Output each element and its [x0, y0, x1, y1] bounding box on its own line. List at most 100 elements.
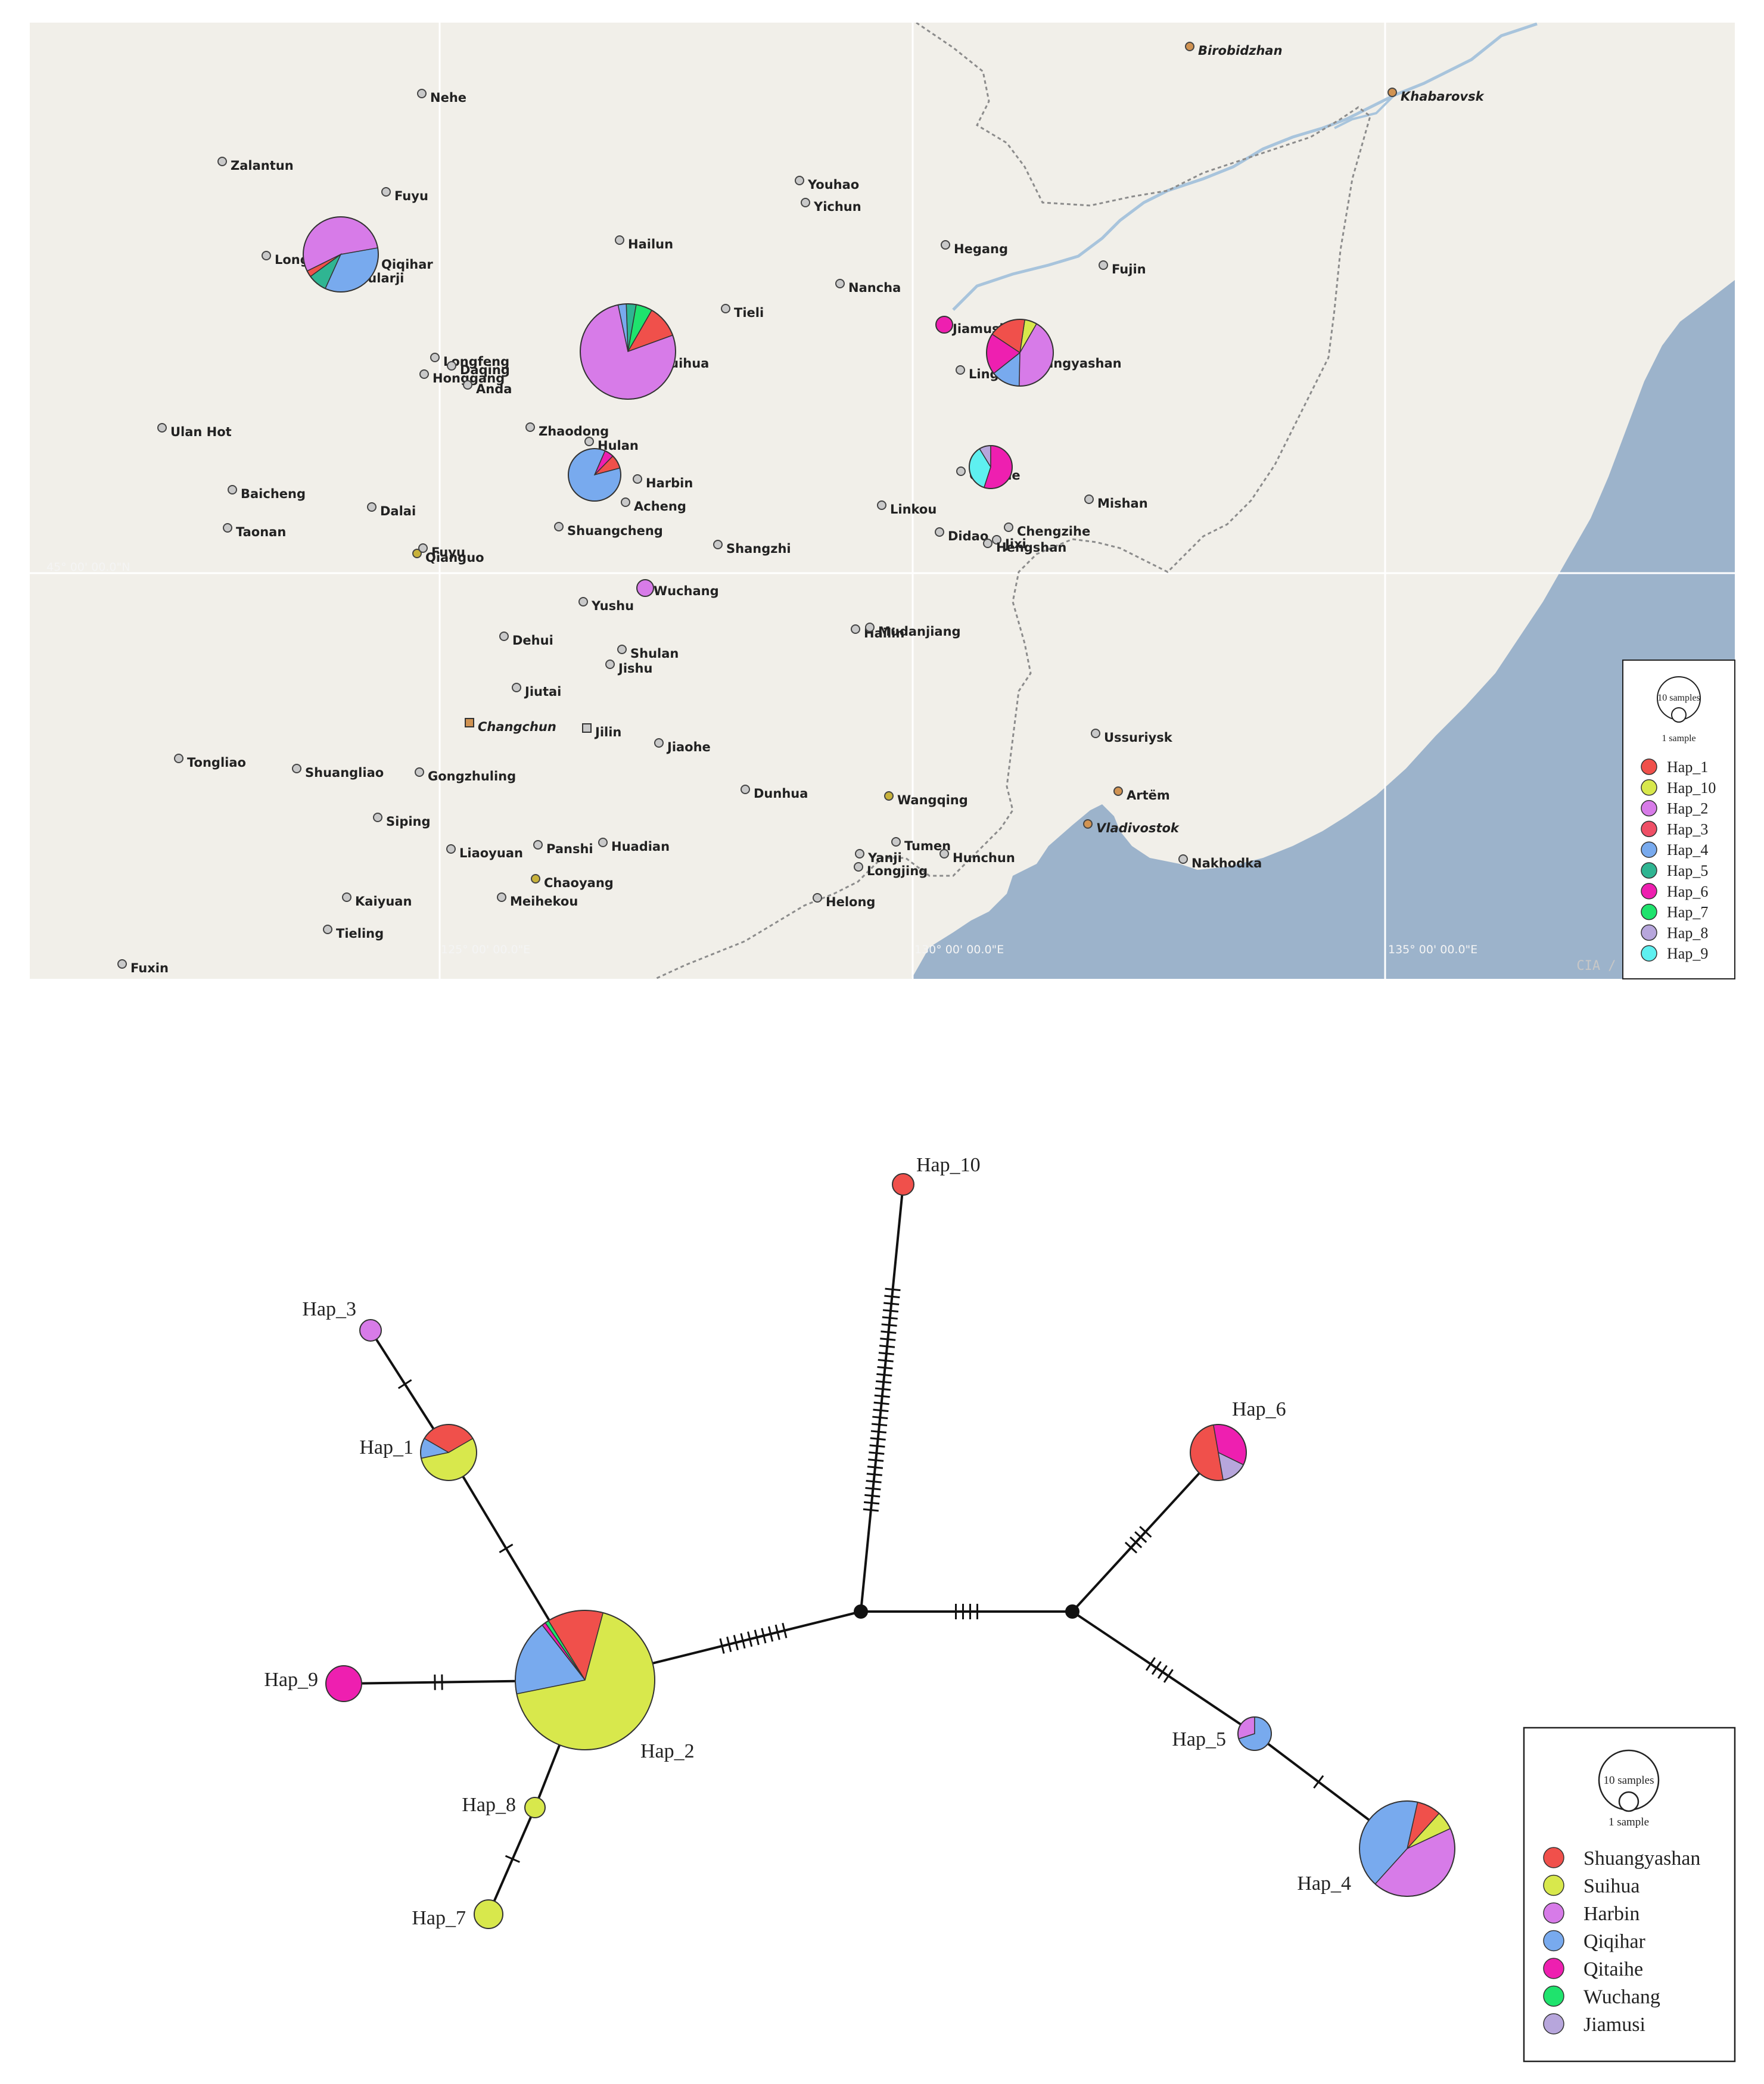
map-legend-swatch-hap-2 — [1641, 800, 1657, 817]
city-markers: NeheZalantunFuyuLongjiangQiqiharFularjiH… — [117, 42, 1485, 975]
map-legend-swatch-hap-5 — [1641, 862, 1657, 879]
city-nakhodka: Nakhodka — [1178, 854, 1262, 870]
mutation-tick — [865, 1486, 881, 1491]
city-tongliao: Tongliao — [174, 754, 246, 770]
city-hailun: Hailun — [615, 235, 673, 251]
city-label-yichun: Yichun — [813, 200, 861, 214]
city-marker-hengshan — [983, 539, 993, 548]
city-marker-jishu — [605, 660, 615, 669]
city-ulan-hot: Ulan Hot — [157, 423, 232, 439]
city-marker-jilin — [582, 723, 592, 733]
node-label-hap-8: Hap_8 — [462, 1794, 516, 1816]
city-zhaodong: Zhaodong — [525, 422, 609, 438]
city-huadian: Huadian — [598, 838, 670, 854]
city-nancha: Nancha — [835, 279, 901, 295]
net-legend-label-harbin: Harbin — [1583, 1903, 1639, 1925]
mutation-tick — [1151, 1661, 1162, 1675]
city-label-vladivostok: Vladivostok — [1096, 821, 1180, 835]
pie-qiqihar-outline — [303, 216, 379, 293]
mutation-tick — [874, 1394, 890, 1398]
city-label-mudanjiang: Mudanjiang — [878, 624, 961, 639]
mutation-tick — [1130, 1536, 1143, 1548]
city-mishan: Mishan — [1084, 494, 1148, 511]
map-legend-label-hap-2: Hap_2 — [1667, 800, 1708, 817]
city-marker-hailun — [615, 235, 624, 245]
city-marker-shuangliao — [292, 764, 301, 773]
city-marker-helong — [813, 893, 822, 903]
city-shuangliao: Shuangliao — [292, 764, 384, 780]
river-amur — [952, 23, 1538, 311]
city-label-helong: Helong — [826, 895, 875, 909]
net-legend-swatch-qitaihe — [1543, 1958, 1564, 1979]
city-changchun: Changchun — [465, 718, 556, 734]
mutation-tick — [747, 1631, 753, 1647]
pie-harbin-outline — [568, 448, 621, 502]
node-label-hap-9: Hap_9 — [264, 1669, 318, 1691]
node-hap-4 — [1359, 1800, 1455, 1897]
city-marker-khabarovsk — [1387, 88, 1397, 97]
city-acheng: Acheng — [621, 497, 686, 514]
city-marker-kaiyuan — [342, 892, 351, 902]
city-qianguo: Qianguo — [412, 549, 484, 565]
city-meihekou: Meihekou — [497, 892, 578, 909]
city-marker-anda — [463, 380, 472, 390]
node-hap-7 — [474, 1899, 503, 1929]
mutation-tick — [505, 1855, 520, 1863]
mutation-tick — [871, 1423, 888, 1427]
net-legend-item-wuchang: Wuchang — [1543, 1985, 1660, 2008]
mutation-tick — [782, 1622, 788, 1638]
city-label-hunchun: Hunchun — [953, 851, 1015, 865]
city-label-taonan: Taonan — [236, 525, 286, 539]
map-legend-swatch-hap-6 — [1641, 883, 1657, 900]
net-legend-swatch-shuangyashan — [1543, 1847, 1564, 1868]
map-legend-label-hap-9: Hap_9 — [1667, 945, 1708, 962]
node-hap-2 — [515, 1610, 655, 1750]
net-legend-label-jiamusi: Jiamusi — [1583, 2014, 1645, 2036]
city-yichun: Yichun — [801, 198, 861, 214]
net-legend-item-qitaihe: Qitaihe — [1543, 1958, 1643, 1980]
node-hap-8-slice-suihua — [524, 1797, 546, 1818]
city-marker-honggang — [419, 369, 429, 379]
map-legend: 10 samples 1 sample Hap_1Hap_10Hap_2Hap_… — [1622, 660, 1735, 979]
pie-wuchang — [636, 579, 654, 597]
city-label-chengzihe: Chengzihe — [1017, 524, 1090, 539]
city-label-chaoyang: Chaoyang — [544, 876, 614, 890]
map-legend-item-hap-7: Hap_7 — [1641, 904, 1708, 921]
city-label-wangqing: Wangqing — [897, 793, 968, 807]
map-legend-item-hap-10: Hap_10 — [1641, 779, 1716, 797]
city-marker-mishan — [1084, 494, 1094, 504]
city-fujin: Fujin — [1099, 260, 1146, 276]
edge-line-9 — [1071, 1610, 1256, 1735]
pie-qitaihe-outline — [969, 445, 1013, 489]
map-legend-item-hap-4: Hap_4 — [1641, 841, 1708, 859]
edge-line-6 — [860, 1184, 904, 1612]
net-legend-swatch-suihua — [1543, 1874, 1564, 1896]
map-legend-label-hap-7: Hap_7 — [1667, 904, 1708, 921]
city-label-shuangcheng: Shuangcheng — [567, 524, 663, 538]
edge-mv2-hap-5 — [1071, 1610, 1256, 1735]
mutation-tick — [867, 1466, 883, 1469]
city-label-siping: Siping — [386, 814, 431, 829]
city-label-kaiyuan: Kaiyuan — [355, 894, 412, 909]
edge-mv2-hap-6 — [1071, 1451, 1219, 1613]
network-labels: Hap_10 Hap_3 Hap_1 Hap_9 Hap_2 Hap_8 Hap_7 Hap_… — [264, 1154, 1351, 1929]
pie-jiamusi-slice-hap-6 — [935, 316, 953, 334]
city-marker-shulan — [617, 645, 627, 654]
map-legend-item-hap-8: Hap_8 — [1641, 924, 1708, 941]
map-legend-swatch-hap-9 — [1641, 945, 1657, 962]
city-shangzhi: Shangzhi — [713, 540, 791, 556]
mutation-tick — [876, 1380, 892, 1384]
city-label-dehui: Dehui — [512, 633, 553, 648]
pie-shuangyashan — [986, 319, 1054, 387]
network-legend-items: Shuangyashan Suihua Harbin Qiqihar Qitaihe Wu… — [1543, 1847, 1700, 2036]
city-marker-huadian — [598, 838, 608, 847]
mutation-tick — [733, 1635, 739, 1651]
haplotype-pies — [303, 216, 1054, 597]
city-marker-zhaodong — [525, 422, 535, 432]
city-marker-chengzihe — [1004, 522, 1013, 532]
city-marker-yushu — [578, 597, 588, 606]
city-marker-tongliao — [174, 754, 183, 763]
node-hap-1 — [420, 1424, 477, 1481]
median-vector-mv2 — [1065, 1604, 1079, 1619]
node-label-hap-2: Hap_2 — [640, 1740, 695, 1762]
